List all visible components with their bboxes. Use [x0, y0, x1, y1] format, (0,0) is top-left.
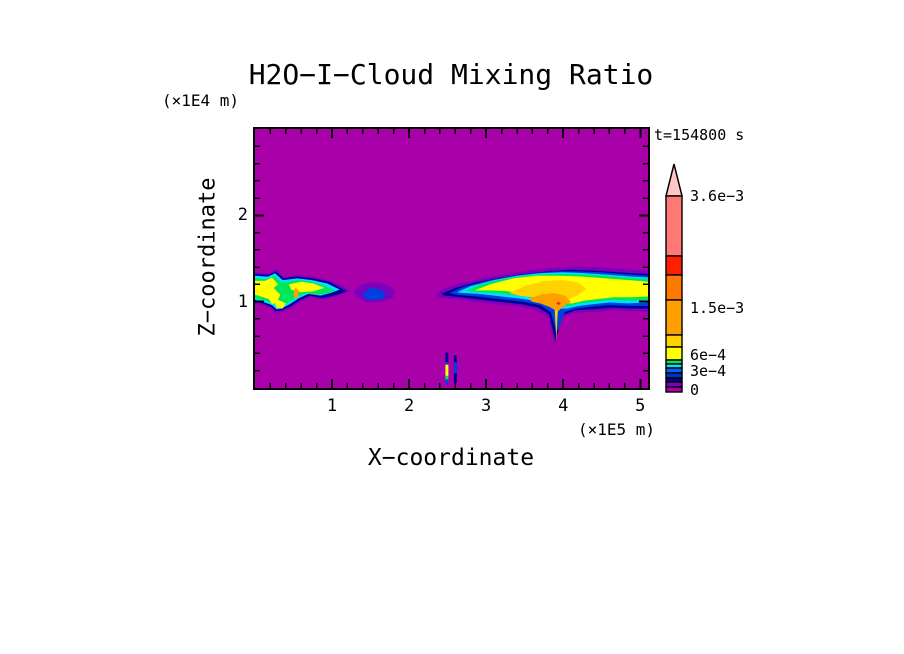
time-annotation: t=154800 s	[654, 126, 745, 144]
x-tick-label: 2	[403, 396, 415, 416]
colorbar-segment	[665, 367, 683, 374]
contour-region-left-cloud-yellow-lower	[275, 299, 286, 309]
colorbar-segment	[665, 346, 683, 361]
x-tick-label: 1	[326, 396, 338, 416]
streak-segment	[445, 375, 449, 380]
colorbar-segment	[665, 372, 683, 379]
x-tick-label: 3	[481, 396, 492, 416]
streak-segment	[445, 364, 449, 376]
colorbar-tick-label: 3.6e−3	[690, 187, 745, 205]
contour-region-left-cloud-orange-streak	[293, 287, 299, 299]
colorbar-segment	[665, 274, 683, 301]
chart-title: H2O−I−Cloud Mixing Ratio	[248, 58, 654, 91]
contour-region-left-cloud-yellow-right	[288, 281, 325, 293]
colorbar-segment	[665, 195, 683, 257]
contour-region-left-cloud-yellow-chevron	[255, 277, 281, 305]
streak-segment	[445, 362, 449, 365]
z-axis-unit-label: (×1E4 m)	[162, 91, 240, 110]
colorbar-segment	[665, 255, 683, 276]
z-axis-title: Z−coordinate	[195, 177, 221, 337]
colorbar-arrow	[665, 163, 683, 197]
colorbar	[663, 163, 685, 395]
x-tick-label: 5	[635, 396, 646, 416]
streak-segment	[445, 379, 449, 385]
colorbar-segment	[665, 381, 683, 388]
z-tick-label: 1	[237, 291, 248, 312]
x-tick-label: 4	[558, 396, 569, 416]
z-tick-label: 2	[237, 205, 248, 226]
plot-area	[253, 127, 650, 390]
colorbar-tick-label: 0	[690, 381, 700, 399]
colorbar-segment	[665, 299, 683, 336]
contour-plot	[255, 129, 648, 388]
x-axis-unit-label: (×1E5 m)	[577, 420, 655, 439]
contour-region-right-cloud-orange	[528, 293, 571, 312]
contour-region-fallstreak-yellow-sliver	[554, 310, 558, 341]
contour-region-detached-blob-blue	[362, 287, 387, 300]
colorbar-scale	[665, 163, 683, 393]
colorbar-segment	[665, 386, 683, 393]
colorbar-tick-label: 6e−4	[690, 346, 727, 364]
colorbar-tick-label: 3e−4	[690, 362, 727, 380]
contour-region-right-cloud-red-dot	[556, 301, 561, 306]
x-axis-title: X−coordinate	[367, 445, 535, 471]
streak-segment	[453, 362, 457, 374]
colorbar-segment	[665, 334, 683, 348]
streak-segment	[445, 352, 449, 363]
colorbar-tick-label: 1.5e−3	[690, 299, 745, 317]
